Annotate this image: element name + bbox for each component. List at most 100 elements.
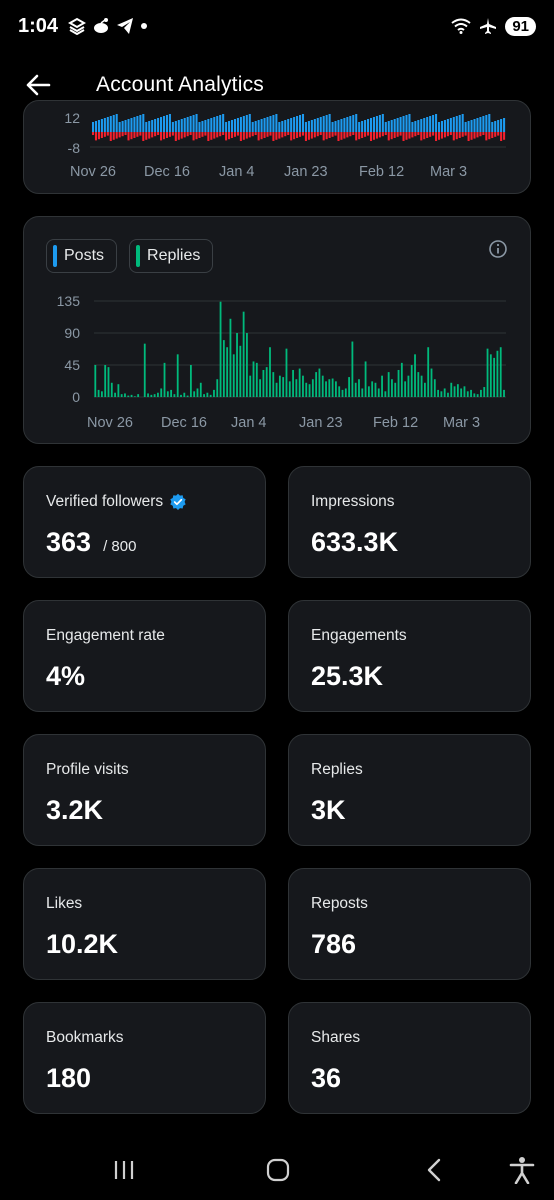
info-icon[interactable]	[488, 239, 508, 259]
followers-loss-bar	[334, 132, 337, 136]
replies-bar	[199, 382, 202, 397]
followers-loss-bar	[364, 132, 367, 137]
replies-bar	[127, 395, 130, 397]
followers-gain-bar	[446, 119, 449, 132]
home-button[interactable]	[258, 1152, 298, 1188]
followers-gain-bar	[417, 120, 420, 132]
followers-loss-bar	[201, 132, 204, 137]
stat-label: Replies	[311, 761, 363, 779]
followers-loss-bar	[257, 132, 260, 141]
followers-loss-bar	[275, 132, 278, 140]
replies-bar	[120, 394, 123, 397]
followers-gain-bar	[346, 117, 349, 132]
followers-gain-bar	[145, 122, 148, 132]
replies-bar	[331, 378, 334, 397]
followers-gain-bar	[180, 119, 183, 132]
replies-bar	[196, 388, 199, 397]
followers-loss-bar	[233, 132, 237, 137]
followers-loss-bar	[204, 132, 207, 136]
replies-bar	[133, 396, 136, 397]
replies-bar	[414, 354, 416, 397]
back-button[interactable]	[0, 55, 76, 115]
followers-gain-bar	[500, 119, 503, 132]
followers-loss-bar	[239, 132, 242, 141]
legend-chip-replies[interactable]: Replies	[129, 239, 214, 273]
followers-loss-bar	[497, 132, 500, 136]
followers-gain-bar	[319, 117, 322, 132]
followers-loss-bar	[142, 132, 145, 141]
recent-apps-button[interactable]	[104, 1152, 144, 1188]
legend-swatch-posts	[53, 245, 57, 267]
followers-loss-bar	[355, 132, 358, 141]
replies-bar	[456, 384, 459, 397]
followers-loss-bar	[260, 132, 263, 140]
stat-label: Engagements	[311, 627, 407, 645]
accessibility-button[interactable]	[502, 1150, 542, 1190]
followers-loss-bar	[301, 132, 305, 136]
replies-bar	[275, 382, 278, 397]
followers-loss-bar	[106, 132, 109, 136]
followers-loss-bar	[242, 132, 245, 140]
followers-gain-bar	[488, 114, 491, 132]
followers-gain-bar	[165, 115, 168, 132]
followers-gain-bar	[473, 119, 476, 132]
nav-back-button[interactable]	[414, 1152, 454, 1188]
followers-loss-bar	[183, 132, 186, 138]
followers-gain-bar	[307, 121, 310, 132]
followers-loss-bar	[92, 132, 95, 135]
stat-label: Profile visits	[46, 761, 129, 779]
followers-loss-bar	[189, 132, 192, 135]
legend-chip-posts[interactable]: Posts	[46, 239, 118, 273]
followers-loss-bar	[174, 132, 177, 141]
replies-bar	[262, 369, 265, 397]
followers-gain-bar	[245, 115, 248, 132]
followers-gain-bar	[411, 122, 414, 132]
followers-gain-bar	[503, 118, 506, 132]
followers-gain-bar	[171, 122, 174, 132]
replies-bar	[384, 391, 387, 397]
followers-loss-bar	[482, 132, 485, 135]
followers-loss-bar	[325, 132, 328, 140]
followers-loss-bar	[411, 132, 414, 138]
followers-gain-bar	[399, 117, 402, 132]
followers-loss-bar	[124, 132, 127, 135]
replies-bar	[252, 361, 255, 397]
x-tick-label: Jan 23	[284, 164, 328, 180]
replies-bar	[387, 372, 390, 397]
status-bar: 1:04 91	[0, 0, 554, 52]
followers-gain-bar	[476, 118, 479, 132]
followers-gain-bar	[429, 116, 432, 132]
stat-value: 180	[46, 1063, 92, 1093]
followers-loss-bar	[361, 132, 364, 138]
followers-gain-bar	[254, 121, 257, 132]
followers-gain-bar	[192, 115, 195, 132]
replies-bar	[259, 379, 262, 397]
replies-bar	[298, 368, 301, 397]
replies-bar	[410, 365, 413, 397]
replies-bar	[216, 379, 219, 397]
followers-gain-bar	[115, 114, 118, 132]
y-tick-label: 90	[64, 325, 80, 341]
replies-bar	[381, 375, 383, 397]
stat-value-row: 25.3K	[311, 661, 383, 692]
stat-card-engagements: Engagements 25.3K	[288, 600, 531, 712]
stat-value: 3.2K	[46, 795, 104, 825]
followers-gain-bar	[183, 118, 186, 132]
followers-gain-bar	[491, 122, 494, 132]
followers-gain-bar	[275, 114, 278, 132]
replies-bar	[364, 361, 367, 397]
followers-gain-bar	[127, 119, 130, 132]
replies-bar	[453, 386, 456, 397]
followers-gain-bar	[369, 118, 373, 132]
followers-loss-bar	[476, 132, 479, 138]
replies-bar	[209, 394, 212, 397]
replies-bar	[170, 389, 173, 397]
replies-bar	[288, 381, 291, 397]
followers-gain-bar	[94, 121, 98, 132]
followers-gain-bar	[375, 116, 378, 132]
replies-bar	[282, 377, 285, 397]
stat-label-text: Bookmarks	[46, 1029, 124, 1046]
replies-bar	[391, 379, 393, 397]
followers-gain-bar	[230, 120, 234, 132]
replies-bar	[157, 392, 159, 397]
